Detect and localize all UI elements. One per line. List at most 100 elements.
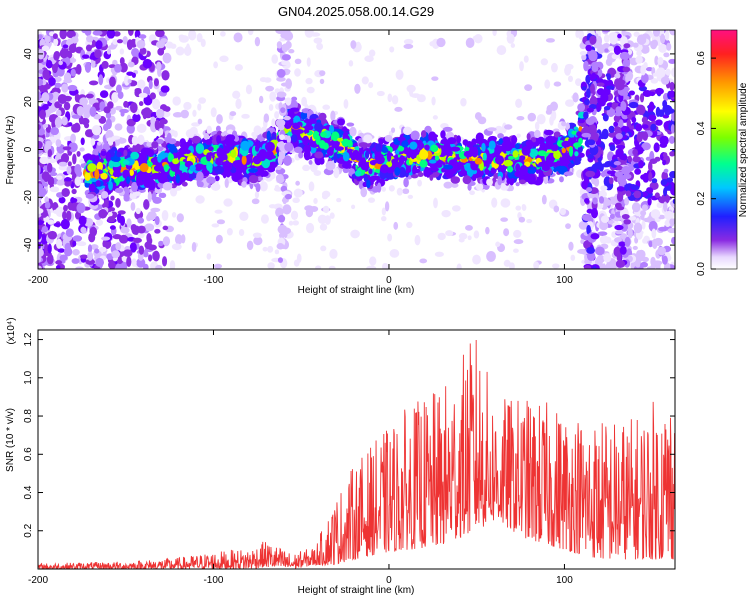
spectrogram-cell — [367, 197, 376, 203]
spectrogram-cell — [586, 251, 596, 262]
spectrogram-cell — [341, 138, 350, 147]
snr-y-tick-label: 0.2 — [23, 523, 34, 537]
spectrogram-cell — [545, 154, 555, 165]
spectrogram-cell — [348, 60, 354, 67]
spectrogram-cell — [80, 117, 90, 125]
spectrogram-cell — [255, 182, 261, 193]
spectrogram-cell — [172, 96, 181, 106]
spectrogram-cell — [87, 244, 93, 253]
spectrogram-cell — [284, 142, 294, 152]
spectrogram-cell — [116, 256, 124, 265]
spectrogram-cell — [588, 50, 598, 62]
spectrogram-cell — [259, 181, 268, 192]
spectrogram-cell — [195, 143, 205, 154]
colorbar-scale — [710, 29, 738, 270]
spectrogram-cell — [621, 165, 631, 175]
spectrogram-cell — [277, 154, 283, 166]
spectrogram-cell — [597, 157, 602, 162]
spectrogram-cell — [506, 33, 515, 44]
spectrogram-cell — [519, 61, 524, 72]
spectrogram-cell — [103, 199, 109, 207]
spectrogram-cell — [401, 140, 409, 148]
spectrogram-cell — [65, 210, 72, 221]
spectrogram-cell — [543, 129, 554, 136]
spectrogram-cell — [86, 35, 94, 43]
spectrogram-cell — [659, 135, 669, 146]
spectrogram-cell — [622, 173, 632, 180]
spectrogram-cell — [175, 46, 185, 56]
spectrogram-cell — [127, 78, 132, 84]
spectrogram-cell — [541, 194, 547, 205]
spectrogram-cell — [233, 32, 243, 43]
spectrogram-cell — [273, 186, 283, 192]
spectrogram-cell — [95, 40, 103, 50]
spectrogram-cell — [587, 154, 594, 159]
spectrogram-cell — [271, 54, 279, 64]
colorbar-label: Normalized spectral amplitude — [738, 82, 749, 217]
spectrogram-cell — [515, 98, 523, 108]
spectrogram-cell — [254, 36, 261, 47]
spectrogram-cell — [648, 220, 658, 232]
spectrogram-cell — [281, 54, 291, 61]
spectrogram-cell — [111, 157, 121, 162]
spectrogram-cell — [627, 227, 633, 239]
spectrogram-cell — [475, 132, 484, 143]
spectrogram-cell — [277, 91, 285, 97]
spectrogram-cell — [669, 170, 675, 179]
spectrogram-cell — [211, 223, 220, 228]
spectrogram-cell — [206, 253, 212, 260]
spectrogram-cell — [285, 81, 291, 88]
spectrogram-cell — [549, 115, 554, 126]
spectrogram-cell — [306, 86, 315, 94]
spectrogram-x-tick-label: -100 — [203, 275, 223, 286]
spectrogram-cell — [625, 190, 632, 197]
spectrogram-cell — [154, 216, 160, 226]
spectrogram-cell — [134, 87, 142, 93]
spectrogram-x-tick-label: 100 — [556, 275, 573, 286]
spectrogram-cell — [253, 236, 263, 246]
spectrogram-cell — [567, 163, 574, 169]
spectrogram-cell — [136, 123, 147, 134]
spectrogram-cell — [61, 116, 68, 126]
spectrogram-cell — [293, 188, 303, 198]
spectrogram-cell — [63, 101, 71, 111]
spectrogram-cell — [276, 68, 286, 78]
spectrogram-cell — [119, 62, 128, 73]
spectrogram-cell — [298, 152, 304, 159]
spectrogram-cell — [394, 106, 403, 112]
spectrogram-cell — [608, 125, 615, 134]
snr-x-tick-label: -100 — [203, 575, 223, 586]
spectrogram-x-axis: -200 -100 0 100 — [28, 30, 573, 286]
spectrogram-cell — [587, 139, 596, 146]
spectrogram-cell — [515, 163, 521, 173]
spectrogram-cell — [99, 90, 109, 99]
spectrogram-cell — [642, 48, 650, 54]
spectrogram-cell — [581, 86, 587, 91]
spectrogram-cell — [84, 62, 92, 73]
spectrogram-cell — [107, 211, 113, 217]
spectrogram-cell — [536, 113, 546, 125]
spectrogram-cell — [391, 158, 398, 164]
spectrogram-cell — [630, 185, 640, 191]
spectrogram-cell — [63, 204, 68, 212]
spectrogram-cell — [494, 125, 504, 135]
spectrogram-cell — [615, 260, 626, 268]
spectrogram-cell — [598, 190, 607, 199]
spectrogram-cell — [151, 141, 159, 149]
spectrogram-cell — [655, 119, 663, 126]
spectrogram-cell — [180, 109, 189, 119]
spectrogram-cell — [529, 148, 539, 158]
spectrogram-cell — [596, 68, 603, 78]
spectrogram-cell — [163, 152, 169, 158]
spectrogram-cell — [74, 93, 80, 103]
spectrogram-cell — [503, 228, 510, 237]
spectrogram-cell — [38, 254, 42, 263]
spectrogram-cell — [441, 167, 446, 173]
spectrogram-cell — [123, 149, 128, 157]
spectrogram-cell — [563, 171, 574, 176]
spectrogram-cell — [91, 125, 102, 136]
spectrogram-cell — [147, 191, 152, 203]
spectrogram-cell — [56, 175, 63, 180]
spectrogram-cell — [370, 175, 379, 181]
spectrogram-cell — [565, 122, 570, 132]
